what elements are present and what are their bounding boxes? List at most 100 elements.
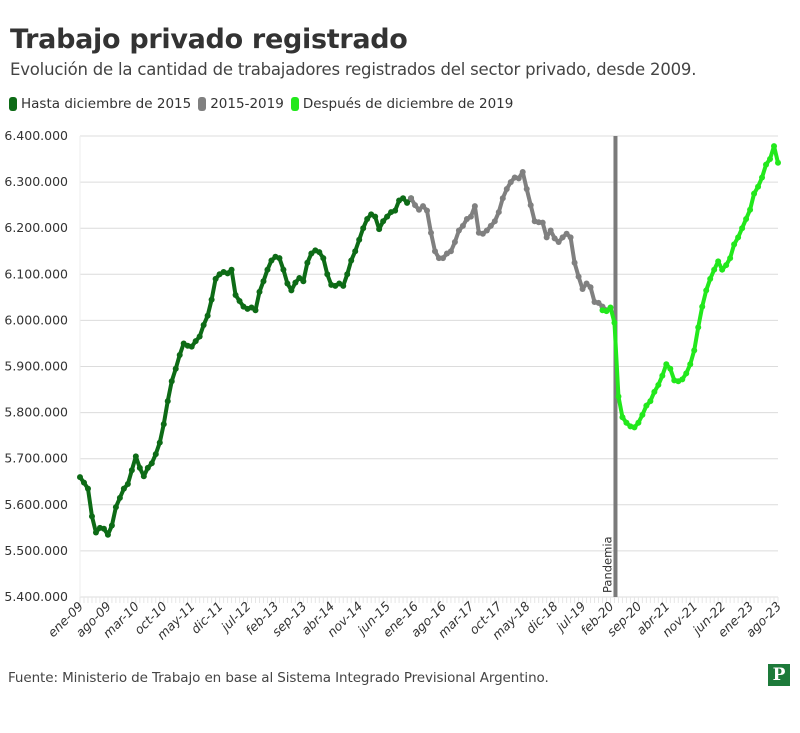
data-point[interactable] — [555, 239, 562, 246]
data-point[interactable] — [587, 284, 594, 291]
data-point[interactable] — [747, 206, 754, 213]
data-point[interactable] — [571, 259, 578, 266]
data-point[interactable] — [236, 298, 243, 305]
data-point[interactable] — [699, 303, 706, 310]
data-point[interactable] — [595, 299, 602, 306]
data-point[interactable] — [739, 225, 746, 232]
data-point[interactable] — [128, 467, 135, 474]
data-point[interactable] — [372, 213, 379, 220]
data-point[interactable] — [495, 209, 502, 216]
data-point[interactable] — [667, 365, 674, 372]
data-point[interactable] — [483, 227, 490, 234]
data-point[interactable] — [280, 266, 287, 273]
data-point[interactable] — [655, 381, 662, 388]
data-point[interactable] — [539, 219, 546, 226]
data-point[interactable] — [420, 203, 427, 210]
data-point[interactable] — [324, 271, 331, 278]
data-point[interactable] — [80, 479, 87, 486]
data-point[interactable] — [515, 175, 522, 182]
data-point[interactable] — [124, 481, 131, 488]
data-point[interactable] — [260, 278, 267, 285]
data-point[interactable] — [719, 266, 726, 273]
data-point[interactable] — [711, 266, 718, 273]
legend-item-period1[interactable]: Hasta diciembre de 2015 — [9, 96, 191, 112]
data-point[interactable] — [320, 255, 327, 262]
data-point[interactable] — [447, 248, 454, 255]
data-point[interactable] — [408, 195, 415, 202]
data-point[interactable] — [172, 365, 179, 372]
data-point[interactable] — [380, 218, 387, 225]
data-point[interactable] — [715, 258, 722, 265]
data-point[interactable] — [344, 271, 351, 278]
data-point[interactable] — [775, 159, 781, 166]
data-point[interactable] — [479, 230, 486, 237]
legend-item-period2[interactable]: 2015-2019 — [198, 96, 284, 112]
data-point[interactable] — [88, 513, 95, 520]
data-point[interactable] — [276, 255, 283, 262]
data-point[interactable] — [352, 248, 359, 255]
data-point[interactable] — [431, 248, 438, 255]
data-point[interactable] — [120, 485, 127, 492]
data-point[interactable] — [84, 485, 91, 492]
data-point[interactable] — [487, 222, 494, 229]
data-point[interactable] — [615, 393, 622, 400]
data-point[interactable] — [691, 347, 698, 354]
data-point[interactable] — [104, 531, 111, 538]
data-point[interactable] — [491, 218, 498, 225]
data-point[interactable] — [743, 215, 750, 222]
data-point[interactable] — [767, 156, 774, 163]
data-point[interactable] — [755, 183, 762, 190]
data-point[interactable] — [703, 287, 710, 294]
data-point[interactable] — [707, 275, 714, 282]
data-point[interactable] — [771, 143, 778, 150]
data-point[interactable] — [264, 266, 271, 273]
data-point[interactable] — [679, 376, 686, 383]
data-point[interactable] — [643, 402, 650, 409]
data-point[interactable] — [455, 227, 462, 234]
legend-item-period3[interactable]: Después de diciembre de 2019 — [290, 96, 513, 112]
data-point[interactable] — [759, 174, 766, 181]
data-point[interactable] — [168, 378, 175, 385]
data-point[interactable] — [300, 278, 307, 285]
data-point[interactable] — [527, 202, 534, 209]
data-point[interactable] — [196, 333, 203, 340]
data-point[interactable] — [356, 236, 363, 243]
data-point[interactable] — [451, 239, 458, 246]
data-point[interactable] — [583, 280, 590, 287]
data-point[interactable] — [224, 270, 231, 277]
data-point[interactable] — [611, 319, 618, 326]
data-point[interactable] — [619, 414, 626, 421]
data-point[interactable] — [659, 372, 666, 379]
data-point[interactable] — [471, 203, 478, 210]
data-point[interactable] — [727, 255, 734, 262]
data-point[interactable] — [427, 229, 434, 236]
data-point[interactable] — [559, 234, 566, 241]
data-point[interactable] — [192, 338, 199, 345]
data-point[interactable] — [651, 388, 658, 395]
data-point[interactable] — [156, 439, 163, 446]
data-point[interactable] — [731, 241, 738, 248]
data-point[interactable] — [116, 494, 123, 501]
data-point[interactable] — [132, 453, 139, 460]
data-point[interactable] — [519, 168, 526, 175]
data-point[interactable] — [164, 398, 171, 405]
data-point[interactable] — [268, 257, 275, 264]
data-point[interactable] — [575, 273, 582, 280]
data-point[interactable] — [695, 324, 702, 331]
data-point[interactable] — [140, 473, 147, 480]
data-point[interactable] — [308, 250, 315, 257]
data-point[interactable] — [623, 419, 630, 426]
data-point[interactable] — [136, 464, 143, 471]
data-point[interactable] — [579, 286, 586, 293]
data-point[interactable] — [663, 361, 670, 368]
data-point[interactable] — [412, 202, 419, 209]
data-point[interactable] — [364, 215, 371, 222]
data-point[interactable] — [723, 262, 730, 269]
data-point[interactable] — [639, 411, 646, 418]
data-point[interactable] — [92, 529, 99, 536]
data-point[interactable] — [507, 179, 514, 186]
data-point[interactable] — [360, 225, 367, 232]
data-point[interactable] — [108, 522, 115, 529]
data-point[interactable] — [100, 525, 107, 532]
data-point[interactable] — [208, 296, 215, 303]
